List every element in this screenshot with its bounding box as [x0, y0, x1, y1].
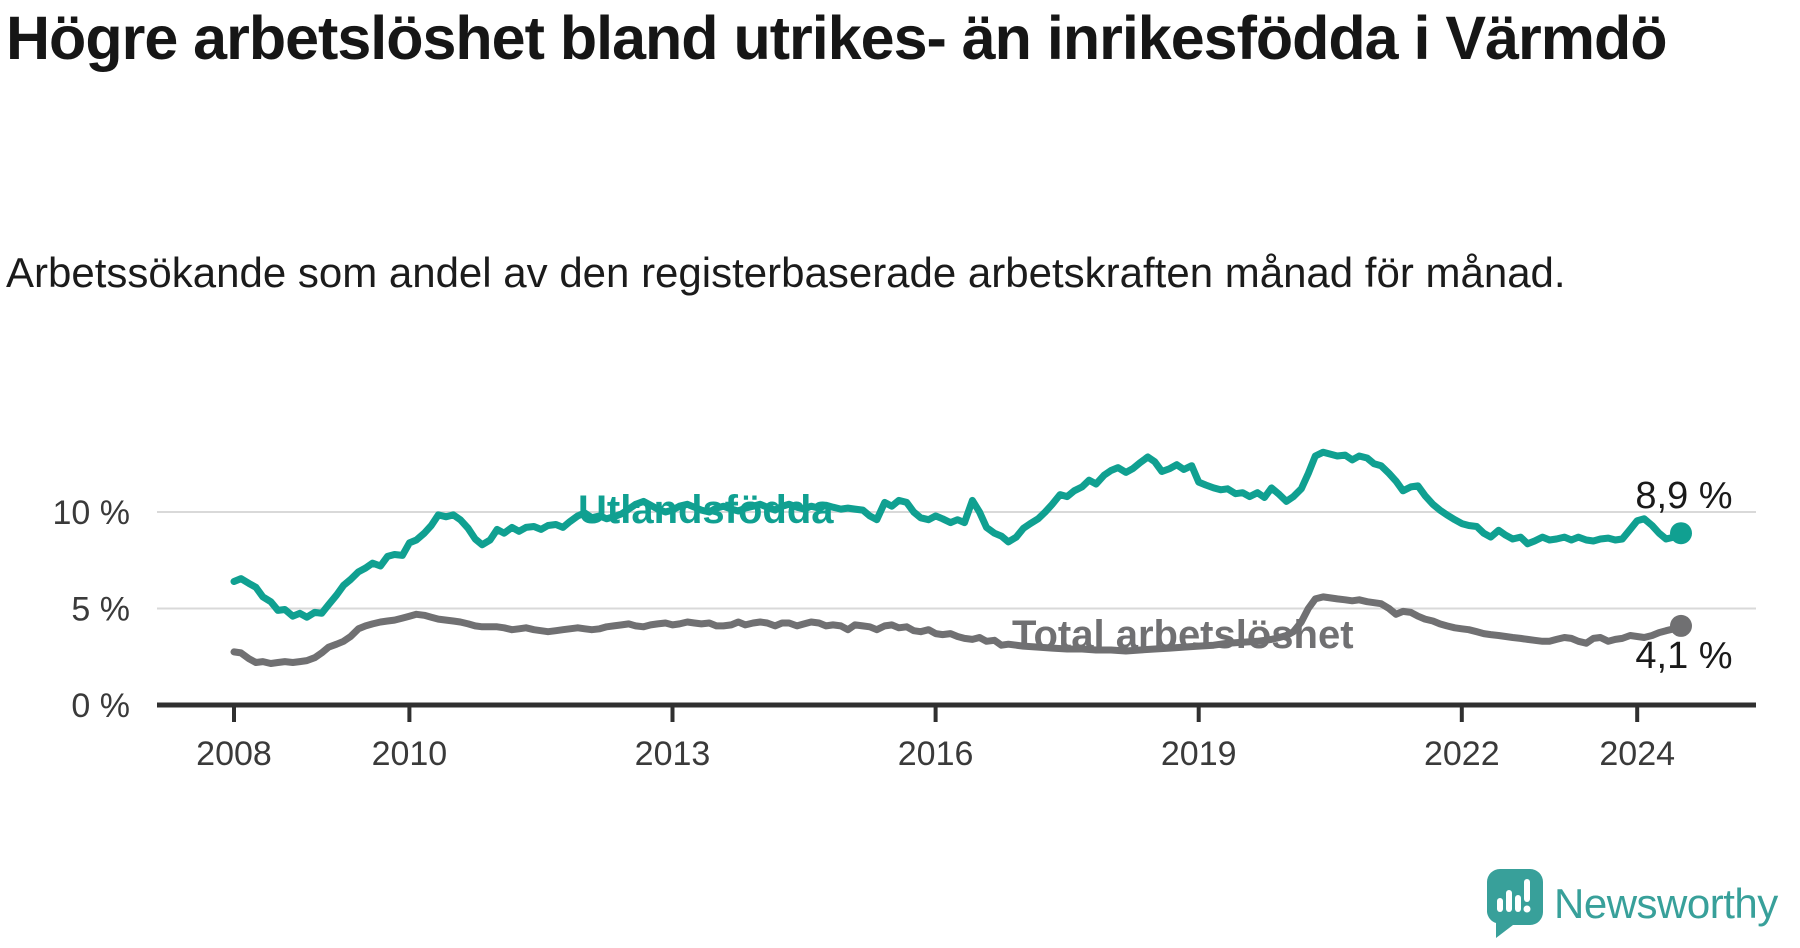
chart-subtitle: Arbetssökande som andel av den registerb…: [6, 249, 1566, 296]
x-axis-label-2016: 2016: [898, 735, 974, 773]
plot-area: 0 % 5 % 10 % 2008 2010 2013 2016 2019 2022 2024: [53, 448, 1756, 773]
y-axis-label-5: 5 %: [71, 591, 130, 629]
x-axis-label-2008: 2008: [196, 735, 272, 773]
end-value-label-total: 4,1 %: [1635, 635, 1732, 677]
series-end-dot-0: [1670, 522, 1692, 545]
x-axis-label-2022: 2022: [1424, 735, 1500, 773]
series-line-1: [230, 593, 1685, 667]
newsworthy-speech-bubble-bar-chart-icon: [1487, 869, 1543, 938]
x-axis-label-2013: 2013: [635, 735, 711, 773]
newsworthy-logo[interactable]: Newsworthy: [1486, 868, 1778, 940]
y-axis-label-10: 10 %: [53, 494, 131, 532]
series-line-0: [230, 448, 1685, 621]
x-axis-label-2024: 2024: [1599, 735, 1675, 773]
x-axis-label-2010: 2010: [372, 735, 448, 773]
series-label-total-arbetsloshet: Total arbetslöshet: [1012, 613, 1354, 657]
newsworthy-logo-text: Newsworthy: [1554, 880, 1778, 927]
end-value-label-utlandsfodda: 8,9 %: [1635, 475, 1732, 517]
y-axis-label-0: 0 %: [71, 687, 130, 725]
series-end-dot-1: [1670, 614, 1692, 637]
page-title: Högre arbetslöshet bland utrikes- än inr…: [6, 4, 1668, 72]
x-axis-label-2019: 2019: [1161, 735, 1237, 773]
chart-labels: Utlandsfödda Total arbetslöshet 8,9 % 4,…: [578, 475, 1733, 677]
series-label-utlandsfodda: Utlandsfödda: [578, 488, 834, 532]
